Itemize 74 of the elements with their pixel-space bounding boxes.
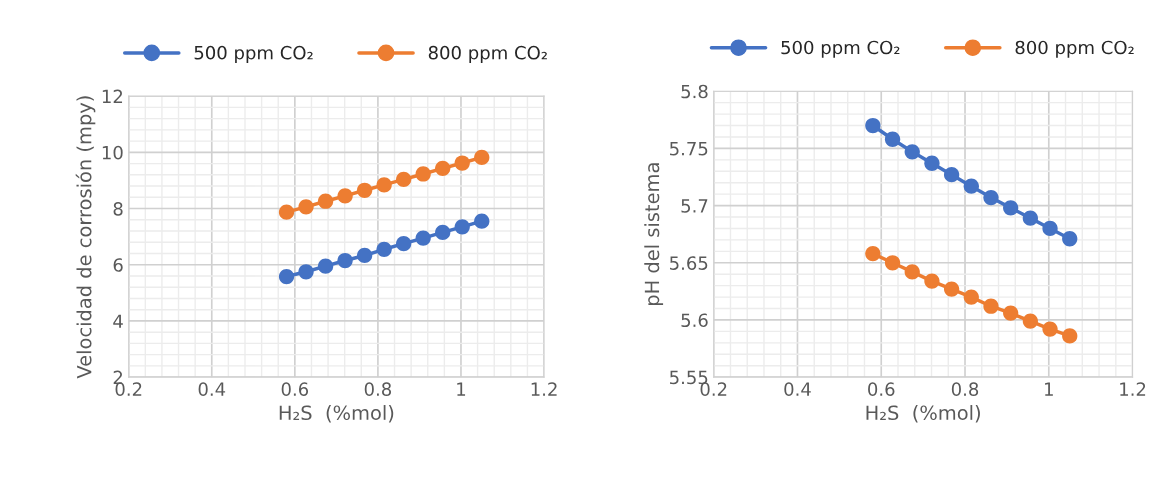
point [376, 241, 392, 257]
point [337, 252, 353, 269]
legend-label: 500 ppm CO₂ [781, 40, 900, 58]
legend-label: 800 ppm CO₂ [1015, 40, 1134, 58]
y-tick-label: 4 [113, 314, 123, 328]
point [298, 264, 314, 280]
point [1062, 328, 1078, 344]
point [298, 199, 314, 215]
point [943, 281, 960, 297]
point [356, 182, 373, 198]
point [1062, 231, 1078, 247]
point [474, 213, 490, 229]
point [924, 273, 940, 289]
point [884, 255, 901, 271]
x-tick-label: 0.6 [281, 382, 309, 396]
y-tick-label: 2 [113, 370, 123, 384]
x-axis-title: H₂S (%mol) [279, 405, 394, 423]
point [1003, 305, 1019, 321]
point [943, 167, 960, 183]
point [454, 155, 470, 171]
legend-label: 500 ppm CO₂ [194, 45, 313, 64]
point [396, 236, 412, 252]
point [435, 160, 451, 176]
x-tick-label: 1 [457, 382, 466, 396]
point [904, 144, 920, 160]
x-tick-label: 1.2 [531, 382, 557, 396]
x-axis-title: H₂S (%mol) [866, 405, 980, 423]
point [396, 171, 412, 187]
point [1042, 220, 1058, 237]
x-tick-label: 1.2 [1120, 382, 1146, 396]
x-tick-label: 1 [1045, 382, 1053, 396]
y-tick-label: 5.8 [681, 84, 708, 99]
point [1022, 313, 1038, 329]
x-tick-label: 0.8 [951, 382, 979, 396]
y-tick-label: 12 [102, 89, 123, 103]
point [454, 219, 470, 235]
y-tick-label: 5.65 [670, 256, 708, 270]
x-tick-label: 0.4 [784, 382, 811, 396]
point [865, 117, 881, 134]
point [317, 258, 334, 274]
y-tick-label: 8 [113, 202, 123, 216]
x-tick-label: 0.4 [198, 382, 226, 396]
point [356, 247, 373, 264]
y-tick-label: 5.75 [670, 142, 708, 156]
point [983, 189, 999, 206]
y-tick-label: 5.6 [681, 313, 708, 328]
point [1042, 321, 1058, 337]
point [337, 188, 353, 204]
x-tick-label: 0.6 [868, 382, 895, 396]
y-axis-title: Velocidad de corrosión (mpy) [75, 96, 96, 379]
point [1003, 200, 1019, 216]
point [884, 131, 901, 147]
point [474, 149, 490, 166]
point [415, 166, 431, 182]
point [924, 155, 940, 171]
point [983, 298, 999, 314]
point [963, 289, 979, 305]
point [963, 178, 979, 194]
point [376, 177, 392, 193]
legend-label: 800 ppm CO₂ [428, 45, 547, 64]
point [317, 193, 334, 209]
point [865, 245, 881, 262]
x-tick-label: 0.2 [115, 382, 142, 396]
x-tick-label: 0.8 [364, 382, 392, 396]
point [415, 230, 431, 246]
point [435, 224, 451, 241]
y-tick-label: 6 [113, 258, 123, 272]
point [278, 268, 295, 285]
y-axis-title: pH del sistema [644, 163, 664, 305]
point [278, 204, 295, 220]
y-tick-label: 10 [102, 145, 123, 160]
point [904, 264, 920, 280]
point [1022, 210, 1038, 226]
y-tick-label: 5.7 [681, 199, 708, 213]
